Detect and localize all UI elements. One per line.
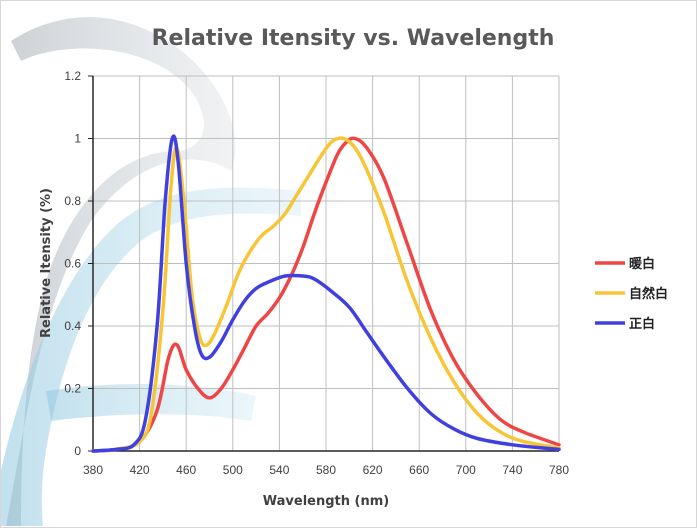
y-tick-label: 0 <box>74 444 81 458</box>
y-tick-label: 1.2 <box>64 69 81 83</box>
x-tick-label: 740 <box>502 463 522 477</box>
x-tick-label: 620 <box>363 463 383 477</box>
x-tick-label: 700 <box>456 463 476 477</box>
y-axis-label: Relative Itensity (%) <box>39 188 54 338</box>
x-tick-label: 780 <box>549 463 569 477</box>
x-tick-label: 660 <box>409 463 429 477</box>
x-tick-label: 460 <box>176 463 196 477</box>
y-tick-label: 0.2 <box>64 382 81 396</box>
axes <box>88 75 559 452</box>
y-tick-label: 0.6 <box>64 257 81 271</box>
legend-label: 暖白 <box>629 256 655 272</box>
legend-label: 自然白 <box>629 286 668 302</box>
x-tick-label: 500 <box>223 463 243 477</box>
chart-title: Relative Itensity vs. Wavelength <box>152 26 555 51</box>
x-tick-label: 420 <box>130 463 150 477</box>
watermark-swoosh-outer <box>6 17 236 526</box>
x-tick-label: 580 <box>316 463 336 477</box>
x-tick-label: 540 <box>269 463 289 477</box>
series-line-2 <box>91 136 561 453</box>
series-lines <box>91 134 561 453</box>
x-axis-label: Wavelength (nm) <box>263 494 389 509</box>
series-line-3 <box>91 134 561 453</box>
watermark-swoosh-inner <box>1 187 301 526</box>
legend-label: 正白 <box>629 316 655 332</box>
y-tick-label: 1 <box>74 132 81 146</box>
y-tick-label: 0.4 <box>64 319 81 333</box>
y-tick-labels: 0 0.2 0.4 0.6 0.8 1 1.2 <box>64 69 81 458</box>
x-tick-label: 380 <box>83 463 103 477</box>
y-tick-label: 0.8 <box>64 194 81 208</box>
x-tick-labels: 380 420 460 500 540 580 620 660 700 740 780 <box>83 463 569 477</box>
